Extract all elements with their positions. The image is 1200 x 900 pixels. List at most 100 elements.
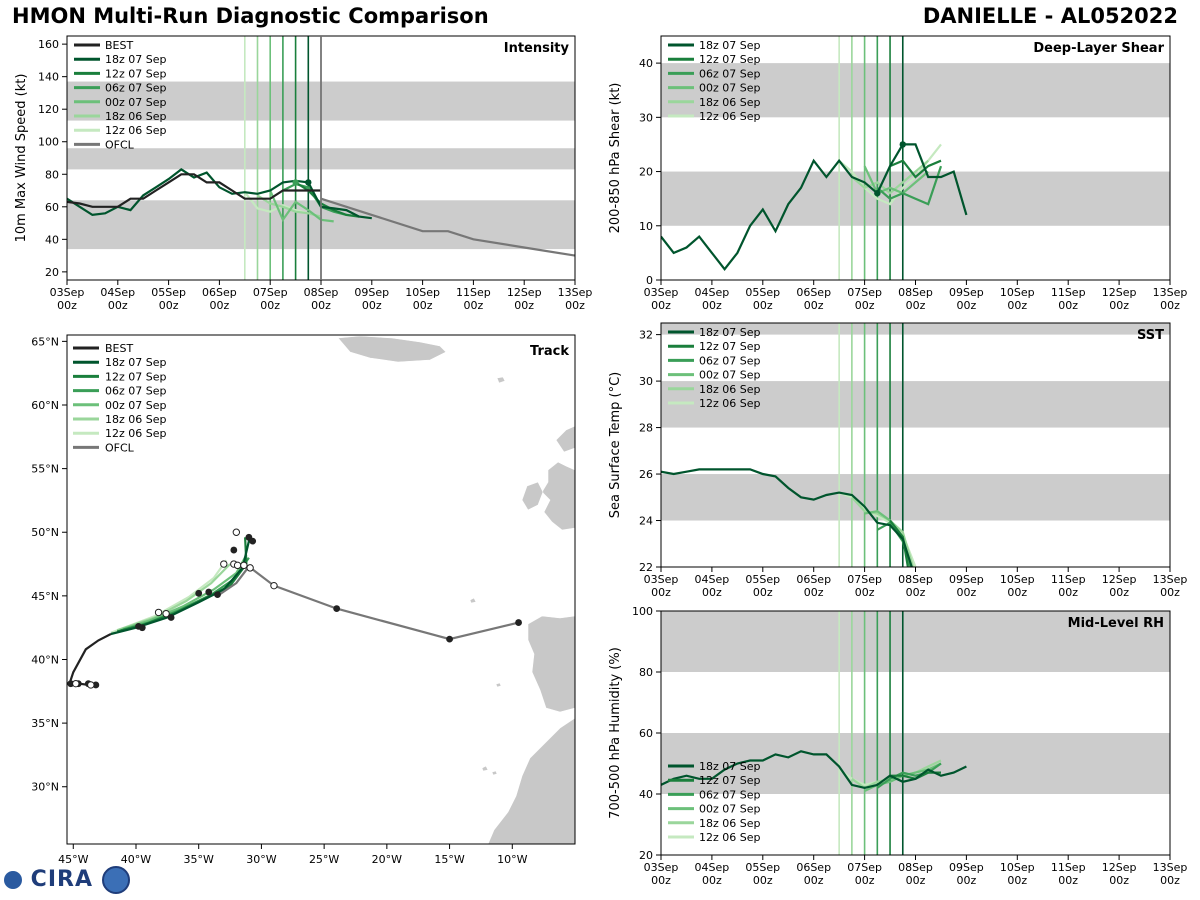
track-legend-label: 18z 06 Sep <box>105 413 167 426</box>
rh-series-18z-07-Sep <box>661 750 967 790</box>
sst-series-18z-07-Sep <box>661 468 913 567</box>
track-series-18z-06-Sep <box>116 563 231 632</box>
sst-xtick-label: 09Sep <box>949 573 984 586</box>
rh-legend-label: 18z 07 Sep <box>699 760 761 773</box>
shear-series-18z-07-Sep <box>661 143 968 271</box>
madeira-land <box>495 682 502 688</box>
intensity-series-OFCL <box>320 197 575 257</box>
track-marker-filled <box>249 537 257 545</box>
track-panel <box>62 334 576 849</box>
azores-land <box>469 597 477 604</box>
track-series-OFCL <box>216 565 519 641</box>
shear-xtick-label: 10Sep <box>1000 286 1035 299</box>
sst-band-1 <box>661 381 1170 428</box>
track-marker-filled <box>138 624 146 632</box>
shear-xtick-sublabel: 00z <box>906 299 926 312</box>
shear-ytick-label: 40 <box>639 57 653 70</box>
intensity-xtick-label: 10Sep <box>405 286 440 299</box>
track-marker-filled <box>167 614 175 621</box>
intensity-legend-label: 00z 07 Sep <box>105 96 167 109</box>
sst-series-12z-07-Sep <box>889 519 909 567</box>
shear-ylabel: 200-850 hPa Shear (kt) <box>608 83 623 234</box>
intensity-xtick-sublabel: 00z <box>565 299 585 312</box>
track-series-00z-07-Sep <box>123 554 248 630</box>
shear-xtick-sublabel: 00z <box>702 299 722 312</box>
track-legend-label: BEST <box>105 342 133 355</box>
sst-xtick-label: 08Sep <box>898 573 933 586</box>
uk-land <box>541 461 576 531</box>
intensity-xtick-label: 11Sep <box>456 286 491 299</box>
rh-xtick-sublabel: 00z <box>906 874 926 887</box>
rh-legend-label: 00z 07 Sep <box>699 803 761 816</box>
intensity-xtick-label: 03Sep <box>50 286 85 299</box>
rh-xtick-label: 05Sep <box>745 861 780 874</box>
track-map-land <box>337 335 576 845</box>
shear-series-00z-07-Sep <box>863 165 929 195</box>
rh-band-0 <box>661 733 1170 794</box>
track-series-06z-07-Sep <box>120 557 250 632</box>
sst-legend-label: 12z 07 Sep <box>699 340 761 353</box>
sst-xtick-label: 13Sep <box>1153 573 1188 586</box>
sst-xtick-sublabel: 00z <box>906 586 926 599</box>
charts-layer: 03Sep00z04Sep00z05Sep00z06Sep00z07Sep00z… <box>14 35 1188 887</box>
shear-series-18z-06-Sep <box>851 159 929 195</box>
rh-panel <box>656 610 1171 860</box>
sst-ytick-label: 28 <box>639 422 653 435</box>
track-title: Track <box>530 344 569 359</box>
intensity-series-12z-06-Sep <box>243 191 309 215</box>
rh-xtick-label: 10Sep <box>1000 861 1035 874</box>
shear-ytick-label: 10 <box>639 220 653 233</box>
rh-plot-area <box>661 611 1170 855</box>
rh-band-1 <box>661 611 1170 672</box>
track-marker-open <box>154 608 163 617</box>
track-marker-filled <box>205 588 213 596</box>
sst-ytick-label: 30 <box>639 375 653 388</box>
rh-ylabel: 700-500 hPa Humidity (%) <box>608 647 623 819</box>
sst-ytick-label: 26 <box>639 468 653 481</box>
rh-xtick-sublabel: 00z <box>804 874 824 887</box>
rh-xtick-sublabel: 00z <box>1058 874 1078 887</box>
intensity-xtick-sublabel: 00z <box>514 299 534 312</box>
shear-xtick-sublabel: 00z <box>753 299 773 312</box>
track-ytick-label: 55°N <box>31 463 59 476</box>
intensity-xtick-label: 09Sep <box>354 286 389 299</box>
track-xtick-label: 10°W <box>497 853 527 866</box>
sst-xtick-sublabel: 00z <box>1058 586 1078 599</box>
sst-ylabel: Sea Surface Temp (°C) <box>608 372 623 519</box>
shear-legend-label: 18z 07 Sep <box>699 39 761 52</box>
globe-icon <box>4 871 22 889</box>
track-xtick-label: 20°W <box>372 853 402 866</box>
track-marker-filled <box>67 680 75 688</box>
intensity-ytick-label: 60 <box>45 201 59 214</box>
rh-xtick-label: 03Sep <box>644 861 679 874</box>
sst-xtick-label: 05Sep <box>745 573 780 586</box>
shear-xtick-label: 07Sep <box>847 286 882 299</box>
track-ytick-label: 40°N <box>31 653 59 666</box>
track-marker-open <box>270 581 278 590</box>
ireland-land <box>521 481 544 511</box>
sst-xtick-sublabel: 00z <box>1007 586 1027 599</box>
intensity-legend-label: 06z 07 Sep <box>105 82 167 95</box>
intensity-xtick-label: 04Sep <box>100 286 135 299</box>
track-legend-label: 12z 07 Sep <box>105 370 167 383</box>
sst-xtick-sublabel: 00z <box>702 586 722 599</box>
track-marker-open <box>162 609 170 618</box>
shear-xtick-sublabel: 00z <box>1058 299 1078 312</box>
intensity-ytick-label: 20 <box>45 266 59 279</box>
iceland-land <box>337 335 447 363</box>
rh-xtick-label: 07Sep <box>847 861 882 874</box>
sst-xtick-sublabel: 00z <box>1160 586 1180 599</box>
shear-ytick-label: 0 <box>646 274 653 287</box>
shear-xtick-label: 09Sep <box>949 286 984 299</box>
shear-xtick-sublabel: 00z <box>1160 299 1180 312</box>
track-ytick-label: 35°N <box>31 717 59 730</box>
track-ytick-label: 50°N <box>31 526 59 539</box>
track-marker-open <box>220 560 228 568</box>
sst-xtick-label: 06Sep <box>796 573 831 586</box>
sst-xtick-sublabel: 00z <box>753 586 773 599</box>
sst-legend-label: 12z 06 Sep <box>699 397 761 410</box>
track-ytick-label: 60°N <box>31 399 59 412</box>
intensity-ytick-label: 160 <box>38 38 59 51</box>
track-marker-filled <box>230 546 238 554</box>
cira-logo: CIRA <box>4 866 130 894</box>
